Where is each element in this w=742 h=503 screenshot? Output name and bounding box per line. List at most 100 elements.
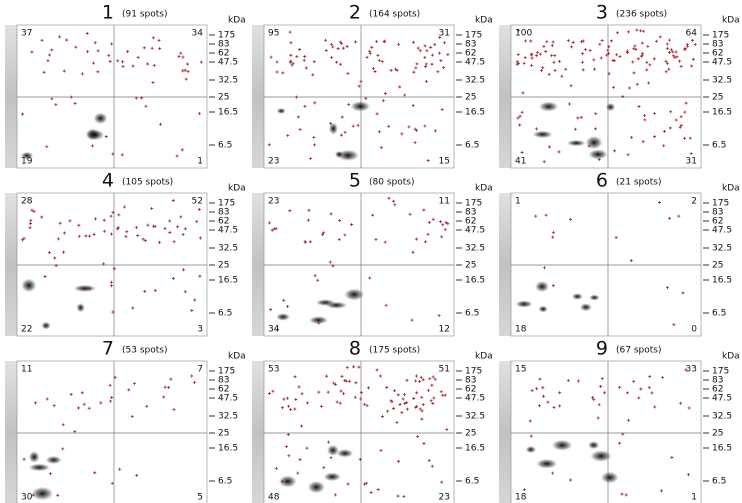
spot xyxy=(354,381,358,385)
kda-tick-label: 32.5 xyxy=(218,244,238,254)
spot xyxy=(326,440,330,444)
spot xyxy=(93,471,97,475)
spot xyxy=(553,54,557,58)
kda-tick-label: 16.5 xyxy=(712,276,732,286)
spot xyxy=(626,30,630,34)
spot xyxy=(685,43,689,47)
spot xyxy=(686,473,690,477)
spot xyxy=(328,260,332,264)
spot xyxy=(109,214,113,218)
spot xyxy=(438,51,442,55)
quadrant-count: 95 xyxy=(268,29,279,39)
gel xyxy=(510,192,702,337)
spot xyxy=(92,232,96,236)
spot xyxy=(552,405,556,409)
spot xyxy=(570,45,574,49)
spot xyxy=(356,123,360,127)
spot xyxy=(199,60,203,64)
spot xyxy=(46,59,50,63)
spot xyxy=(40,215,44,219)
spot xyxy=(630,135,634,139)
spot-count: (164 spots) xyxy=(369,10,420,20)
kda-tick-label: 32.5 xyxy=(712,76,732,86)
spot xyxy=(626,391,630,395)
spot xyxy=(668,216,672,220)
spot xyxy=(551,40,555,44)
spot xyxy=(136,55,140,59)
spot xyxy=(432,396,436,400)
spot xyxy=(679,115,683,119)
quadrant-count: 1 xyxy=(197,157,203,167)
spot xyxy=(433,43,437,47)
quadrant-count: 2 xyxy=(691,197,697,207)
spot xyxy=(22,457,26,461)
kda-tick-label: 47.5 xyxy=(465,226,485,236)
spot xyxy=(569,478,573,482)
gel xyxy=(263,192,455,337)
spot xyxy=(163,227,167,231)
spot xyxy=(426,388,430,392)
quadrant-count: 31 xyxy=(439,29,450,39)
kda-tick-label: 83 xyxy=(712,376,723,386)
spot xyxy=(121,60,125,64)
spot xyxy=(425,49,429,53)
spot xyxy=(674,50,678,54)
spot xyxy=(131,306,135,310)
spot xyxy=(581,39,585,43)
gel-blob xyxy=(323,472,342,482)
kda-tick-label: 47.5 xyxy=(465,394,485,404)
spot xyxy=(439,59,443,63)
kda-tick-label: 25 xyxy=(465,261,476,271)
quadrant-count: 1 xyxy=(515,197,521,207)
spot xyxy=(545,40,549,44)
spot xyxy=(267,391,271,395)
spot xyxy=(424,62,428,66)
spot xyxy=(175,154,179,158)
spot xyxy=(267,221,271,225)
spot xyxy=(383,240,387,244)
spot xyxy=(353,395,357,399)
spot xyxy=(387,196,391,200)
spot xyxy=(621,94,625,98)
kda-tick-label: 47.5 xyxy=(712,226,732,236)
spot xyxy=(28,226,32,230)
spot xyxy=(551,471,555,475)
spot xyxy=(568,217,572,221)
spot xyxy=(357,365,361,369)
spot xyxy=(635,82,639,86)
spot xyxy=(47,250,51,254)
kda-tick-label: 32.5 xyxy=(465,244,485,254)
spot xyxy=(340,115,344,119)
spot xyxy=(671,54,675,58)
kda-tick-label: 6.5 xyxy=(218,141,232,151)
spot xyxy=(422,442,426,446)
gel-blob xyxy=(334,150,344,158)
spot xyxy=(629,259,633,263)
spot xyxy=(614,235,618,239)
spot xyxy=(117,213,121,217)
spot xyxy=(571,41,575,45)
spot xyxy=(29,218,33,222)
spot xyxy=(662,144,666,148)
quadrant-count: 23 xyxy=(268,197,279,207)
kda-tick-label: 83 xyxy=(218,208,229,218)
spot xyxy=(418,49,422,53)
spot xyxy=(581,60,585,64)
spot xyxy=(120,153,124,157)
spot xyxy=(376,488,380,492)
spot xyxy=(397,42,401,46)
spot xyxy=(184,77,188,81)
spot xyxy=(171,276,175,280)
spot xyxy=(302,58,306,62)
spot xyxy=(679,64,683,68)
spot xyxy=(640,41,644,45)
spot xyxy=(632,379,636,383)
kda-tick-label: 25 xyxy=(218,93,229,103)
spot xyxy=(195,219,199,223)
spot xyxy=(335,400,339,404)
spot xyxy=(332,381,336,385)
spot xyxy=(180,148,184,152)
spot xyxy=(538,377,542,381)
spot xyxy=(22,236,26,240)
